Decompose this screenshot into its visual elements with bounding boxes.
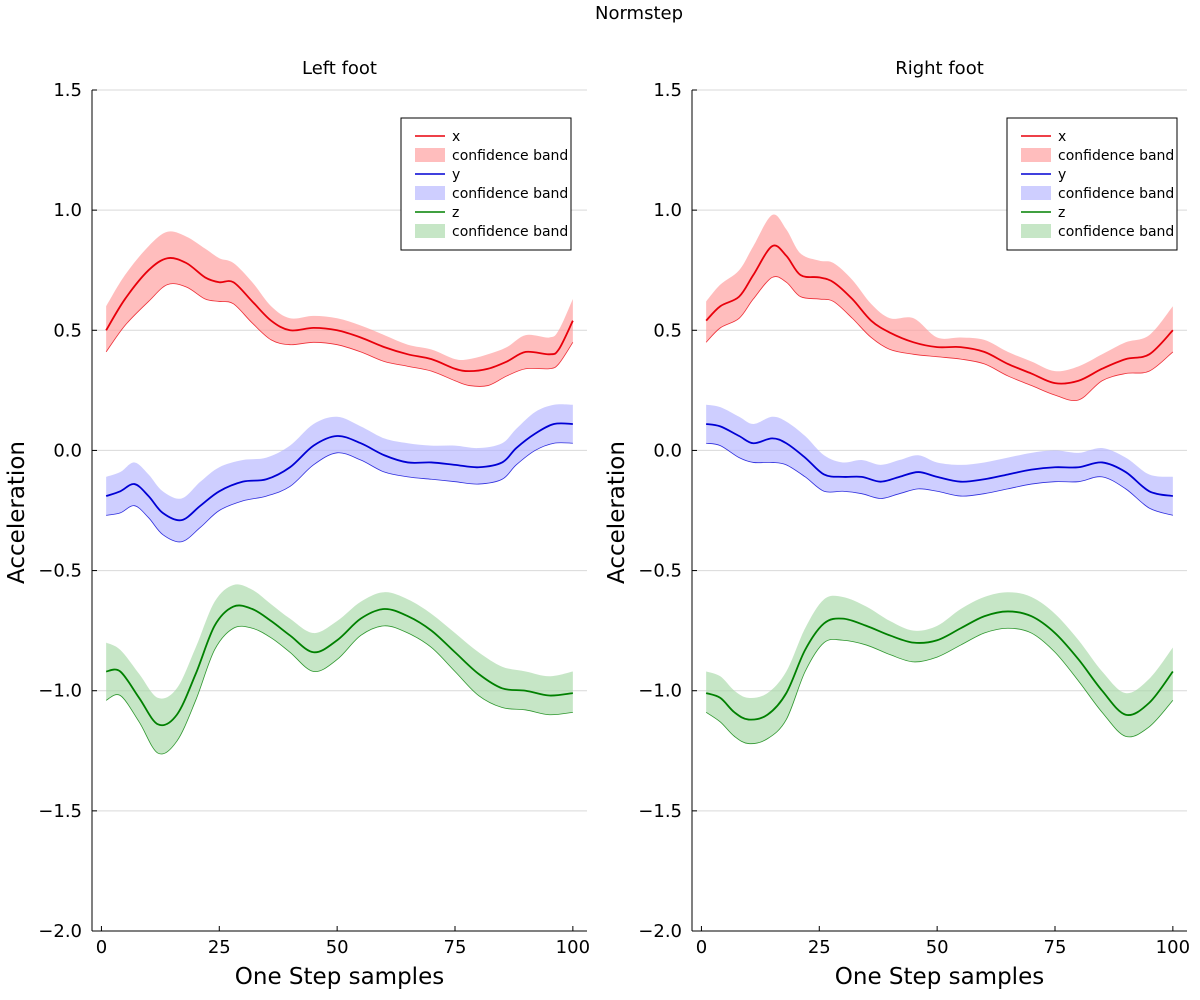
series-line-y [105, 422, 573, 522]
series-line-y [705, 423, 1174, 497]
series-line-x [105, 257, 574, 373]
x-tick-label: 25 [208, 937, 231, 958]
legend-label: confidence band [1058, 224, 1174, 240]
y-tick-label: 1.0 [653, 200, 682, 221]
y-tick-label: 0.5 [53, 320, 82, 341]
legend-swatch-band-x [415, 148, 445, 162]
y-tick-label: −0.5 [38, 561, 82, 582]
legend: x confidence band y confidence band z confide… [1006, 117, 1178, 251]
confidence-band-z [706, 592, 1173, 744]
legend-label: z [1058, 205, 1065, 221]
legend-label: confidence band [1058, 148, 1174, 164]
y-tick-label: 1.5 [653, 80, 682, 101]
band-lower-edge-z [105, 625, 573, 755]
y-axis-label: Acceleration [604, 441, 630, 584]
y-tick-label: −0.5 [638, 561, 682, 582]
x-axis-label: One Step samples [835, 964, 1044, 990]
legend-swatch-band-y [415, 186, 445, 200]
y-tick-label: 1.5 [53, 80, 82, 101]
confidence-band-y [706, 404, 1173, 516]
x-tick-label: 75 [1044, 937, 1067, 958]
panel-left-foot: 1.5 1.0 0.5 0.0 −0.5 −1.0 −1.5 −2.0 0 25 50 75 100 Le… [4, 58, 590, 990]
series-line-x [705, 244, 1174, 385]
x-axis-label: One Step samples [235, 964, 444, 990]
confidence-band-y [106, 404, 573, 542]
x-tick-label: 100 [556, 937, 590, 958]
legend-label: x [1058, 129, 1066, 145]
series-line-z [105, 604, 573, 727]
legend-label: y [452, 167, 460, 183]
subplot-title: Left foot [302, 58, 377, 79]
legend-label: confidence band [452, 186, 568, 202]
legend: x confidence band y confidence band z confide… [400, 117, 572, 251]
x-tick-label: 0 [96, 937, 107, 958]
legend-label: y [1058, 167, 1066, 183]
y-tick-label: 0.5 [653, 320, 682, 341]
legend-label: confidence band [452, 224, 568, 240]
y-tick-label: −1.5 [638, 801, 682, 822]
x-tick-label: 100 [1156, 937, 1190, 958]
legend-swatch-band-z [1021, 224, 1051, 238]
y-tick-label: 0.0 [53, 440, 82, 461]
series-line-z [705, 610, 1174, 721]
y-tick-label: −1.0 [38, 681, 82, 702]
confidence-band-x [106, 231, 573, 387]
band-lower-edge-z [705, 627, 1174, 745]
legend-label: confidence band [1058, 186, 1174, 202]
y-tick-label: −1.0 [638, 681, 682, 702]
confidence-band-z [106, 584, 573, 755]
y-tick-label: 0.0 [653, 440, 682, 461]
legend-label: confidence band [452, 148, 568, 164]
x-tick-label: 25 [808, 937, 831, 958]
y-tick-label: −1.5 [38, 801, 82, 822]
y-tick-label: −2.0 [38, 921, 82, 942]
y-tick-label: −2.0 [638, 921, 682, 942]
y-tick-label: 1.0 [53, 200, 82, 221]
legend-swatch-band-x [1021, 148, 1051, 162]
x-tick-label: 50 [326, 937, 349, 958]
band-lower-edge-y [106, 442, 573, 543]
legend-swatch-band-y [1021, 186, 1051, 200]
band-lower-edge-y [706, 442, 1173, 516]
x-tick-label: 50 [926, 937, 949, 958]
legend-label: x [452, 129, 460, 145]
band-lower-edge-x [105, 283, 574, 387]
panel-right-foot: 1.5 1.0 0.5 0.0 −0.5 −1.0 −1.5 −2.0 0 25 50 75 100 Ri… [604, 58, 1190, 990]
legend-label: z [452, 205, 459, 221]
y-axis-label: Acceleration [4, 441, 30, 584]
subplot-title: Right foot [895, 58, 984, 79]
figure-suptitle: Normstep [595, 3, 683, 24]
x-tick-label: 0 [696, 937, 707, 958]
x-tick-label: 75 [444, 937, 467, 958]
legend-swatch-band-z [415, 224, 445, 238]
band-lower-edge-x [705, 276, 1174, 401]
